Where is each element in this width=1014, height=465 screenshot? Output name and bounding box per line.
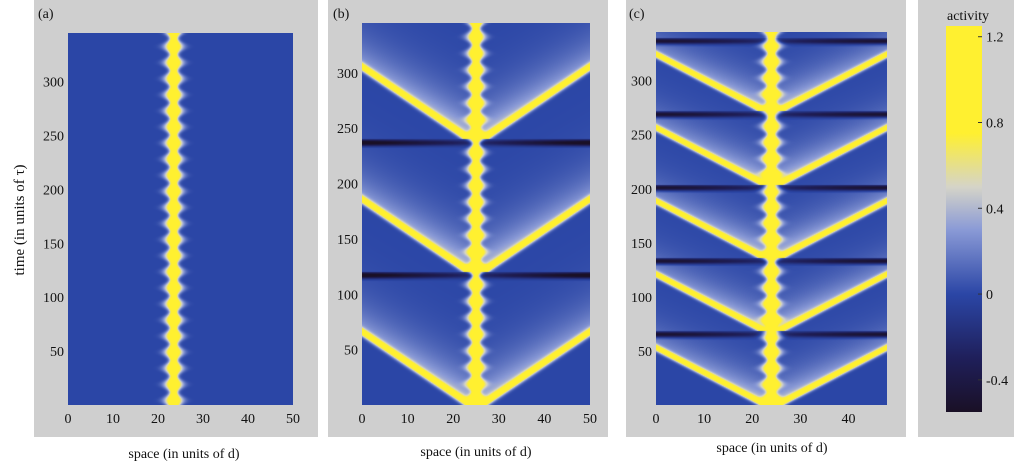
panel-label-b: (b) bbox=[333, 7, 350, 22]
colorbar-tick-label: 0.4 bbox=[986, 202, 1004, 217]
x-tick-label: 40 bbox=[842, 412, 856, 427]
y-tick-label: 300 bbox=[43, 76, 64, 91]
x-axis-label-a: space (in units of d) bbox=[128, 447, 240, 462]
x-tick-label: 30 bbox=[492, 412, 506, 427]
x-tick-label: 50 bbox=[286, 412, 300, 427]
heatmap-a bbox=[68, 33, 293, 405]
x-axis-label-c: space (in units of d) bbox=[716, 441, 828, 456]
y-tick-label: 250 bbox=[337, 122, 358, 137]
x-tick-label: 0 bbox=[359, 412, 366, 427]
panel-c: (c) 0 10 20 30 40 50 100 150 200 250 300 space (i… bbox=[629, 7, 887, 456]
y-tick-label: 150 bbox=[631, 237, 652, 252]
colorbar: activity -0.4 0 0.4 0.8 1.2 bbox=[946, 9, 1008, 412]
heatmap-c bbox=[656, 32, 887, 405]
x-tick-label: 0 bbox=[65, 412, 72, 427]
colorbar-scale bbox=[946, 26, 982, 412]
x-tick-label: 20 bbox=[446, 412, 460, 427]
y-tick-label: 50 bbox=[638, 345, 652, 360]
x-tick-label: 40 bbox=[537, 412, 551, 427]
x-tick-label: 20 bbox=[151, 412, 165, 427]
y-ticks-b: 50 100 150 200 250 300 bbox=[337, 67, 358, 359]
heatmap-b bbox=[362, 23, 590, 405]
x-axis-label-b: space (in units of d) bbox=[420, 445, 532, 460]
x-tick-label: 40 bbox=[241, 412, 255, 427]
panel-label-a: (a) bbox=[38, 7, 54, 22]
panel-b: (b) 0 10 20 30 40 50 50 100 150 200 250 300 space … bbox=[333, 7, 597, 460]
x-ticks-c: 0 10 20 30 40 bbox=[653, 412, 856, 427]
y-tick-label: 250 bbox=[631, 129, 652, 144]
y-tick-label: 100 bbox=[631, 291, 652, 306]
x-ticks-a: 0 10 20 30 40 50 bbox=[65, 412, 301, 427]
y-tick-label: 50 bbox=[50, 345, 64, 360]
panel-a: (a) 0 10 20 30 40 50 50 100 150 200 250 300 space … bbox=[38, 7, 300, 462]
x-tick-label: 10 bbox=[401, 412, 415, 427]
colorbar-tick-label: -0.4 bbox=[986, 374, 1008, 389]
y-tick-label: 250 bbox=[43, 129, 64, 144]
colorbar-tick-label: 0 bbox=[986, 288, 993, 303]
x-tick-label: 30 bbox=[196, 412, 210, 427]
colorbar-tick-label: 1.2 bbox=[986, 31, 1004, 46]
y-tick-label: 50 bbox=[344, 344, 358, 359]
y-tick-label: 150 bbox=[43, 237, 64, 252]
y-tick-label: 150 bbox=[337, 233, 358, 248]
y-tick-label: 300 bbox=[631, 75, 652, 90]
colorbar-title: activity bbox=[947, 9, 989, 24]
y-tick-label: 100 bbox=[337, 288, 358, 303]
y-tick-label: 300 bbox=[337, 67, 358, 82]
colorbar-ticks: -0.4 0 0.4 0.8 1.2 bbox=[978, 31, 1008, 389]
panel-label-c: (c) bbox=[629, 7, 645, 22]
x-tick-label: 30 bbox=[793, 412, 807, 427]
x-tick-label: 10 bbox=[697, 412, 711, 427]
y-axis-title: time (in units of τ) bbox=[12, 164, 28, 275]
y-tick-label: 200 bbox=[43, 183, 64, 198]
y-tick-label: 200 bbox=[631, 183, 652, 198]
y-ticks-c: 50 100 150 200 250 300 bbox=[631, 75, 652, 360]
x-tick-label: 0 bbox=[653, 412, 660, 427]
x-tick-label: 50 bbox=[583, 412, 597, 427]
y-tick-label: 100 bbox=[43, 291, 64, 306]
y-tick-label: 200 bbox=[337, 178, 358, 193]
x-ticks-b: 0 10 20 30 40 50 bbox=[359, 412, 598, 427]
colorbar-tick-label: 0.8 bbox=[986, 117, 1004, 132]
x-tick-label: 20 bbox=[745, 412, 759, 427]
y-ticks-a: 50 100 150 200 250 300 bbox=[43, 76, 64, 361]
x-tick-label: 10 bbox=[106, 412, 120, 427]
